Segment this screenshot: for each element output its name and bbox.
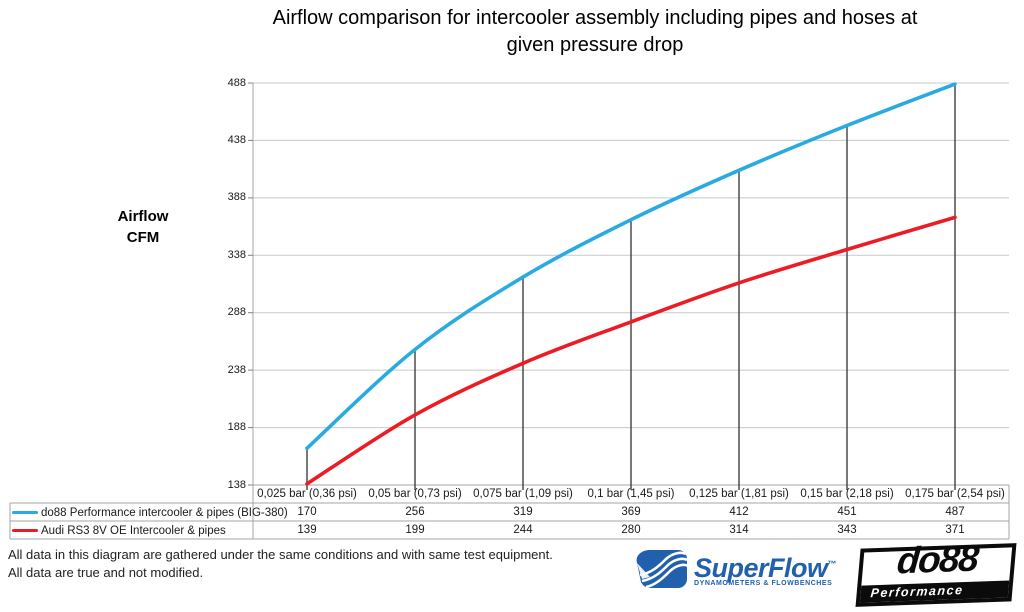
do88-logo: do88 Performance xyxy=(855,537,1017,607)
y-axis-tick-label: 238 xyxy=(227,363,246,376)
table-value-cell: 139 xyxy=(297,524,317,536)
table-value-cell: 280 xyxy=(621,524,641,536)
y-axis-tick-label: 438 xyxy=(227,133,246,146)
table-value-cell: 256 xyxy=(405,506,425,518)
table-value-cell: 319 xyxy=(513,506,533,518)
y-axis-title-line1: Airflow xyxy=(117,208,169,225)
table-value-cell: 412 xyxy=(729,506,749,518)
chart-title-line2: given pressure drop xyxy=(506,34,684,56)
x-axis-category-label: 0,175 bar (2,54 psi) xyxy=(905,488,1005,500)
table-value-cell: 343 xyxy=(837,524,857,536)
y-axis-tick-label: 188 xyxy=(227,421,246,434)
legend-row: Audi RS3 8V OE Intercooler & pipes xyxy=(12,522,250,539)
y-axis-title: Airflow CFM xyxy=(98,206,188,248)
table-value-cell: 487 xyxy=(945,506,965,518)
superflow-trademark: ™ xyxy=(827,559,837,569)
superflow-wave-icon xyxy=(636,549,690,596)
table-value-cell: 170 xyxy=(297,506,317,518)
superflow-wordmark: SuperFlow™ xyxy=(694,553,837,583)
y-axis-tick-label: 338 xyxy=(227,248,246,261)
series-line-0 xyxy=(305,82,957,451)
x-axis-category-label: 0,125 bar (1,81 psi) xyxy=(689,488,789,500)
legend-series-label: do88 Performance intercooler & pipes (BI… xyxy=(41,506,288,519)
table-value-cell: 199 xyxy=(405,524,425,536)
footer-note-line1: All data in this diagram are gathered un… xyxy=(8,547,553,562)
x-axis-category-label: 0,15 bar (2,18 psi) xyxy=(800,488,894,500)
legend-row: do88 Performance intercooler & pipes (BI… xyxy=(12,504,288,521)
table-value-cell: 451 xyxy=(837,506,857,518)
series-line-1 xyxy=(305,215,957,486)
x-axis-category-label: 0,075 bar (1,09 psi) xyxy=(473,488,573,500)
do88-wordmark: do88 xyxy=(895,537,980,582)
chart-title-line1: Airflow comparison for intercooler assem… xyxy=(272,7,918,29)
table-value-cell: 369 xyxy=(621,506,641,518)
legend-series-label: Audi RS3 8V OE Intercooler & pipes xyxy=(41,524,226,537)
x-axis-category-label: 0,05 bar (0,73 psi) xyxy=(368,488,462,500)
y-axis-tick-label: 138 xyxy=(227,478,246,491)
superflow-wordmark-block: SuperFlow™ DYNAMOMETERS & FLOWBENCHES xyxy=(694,549,838,587)
superflow-tagline: DYNAMOMETERS & FLOWBENCHES xyxy=(694,580,833,587)
footer-note-line2: All data are true and not modified. xyxy=(8,564,204,580)
y-axis-title-line2: CFM xyxy=(126,229,160,246)
table-value-cell: 371 xyxy=(945,524,965,536)
footer-note: All data in this diagram are gathered un… xyxy=(8,546,553,581)
y-axis-tick-label: 488 xyxy=(227,76,246,89)
legend-line-swatch xyxy=(12,511,38,514)
superflow-logo: SuperFlow™ DYNAMOMETERS & FLOWBENCHES xyxy=(636,549,838,596)
x-axis-category-label: 0,1 bar (1,45 psi) xyxy=(587,488,675,500)
x-axis-category-label: 0,025 bar (0,36 psi) xyxy=(257,488,357,500)
table-value-cell: 314 xyxy=(729,524,749,536)
chart-title: Airflow comparison for intercooler assem… xyxy=(166,5,1024,59)
table-value-cell: 244 xyxy=(513,524,533,536)
y-axis-tick-label: 288 xyxy=(227,306,246,319)
legend-line-swatch xyxy=(12,529,38,532)
y-axis-tick-label: 388 xyxy=(227,191,246,204)
